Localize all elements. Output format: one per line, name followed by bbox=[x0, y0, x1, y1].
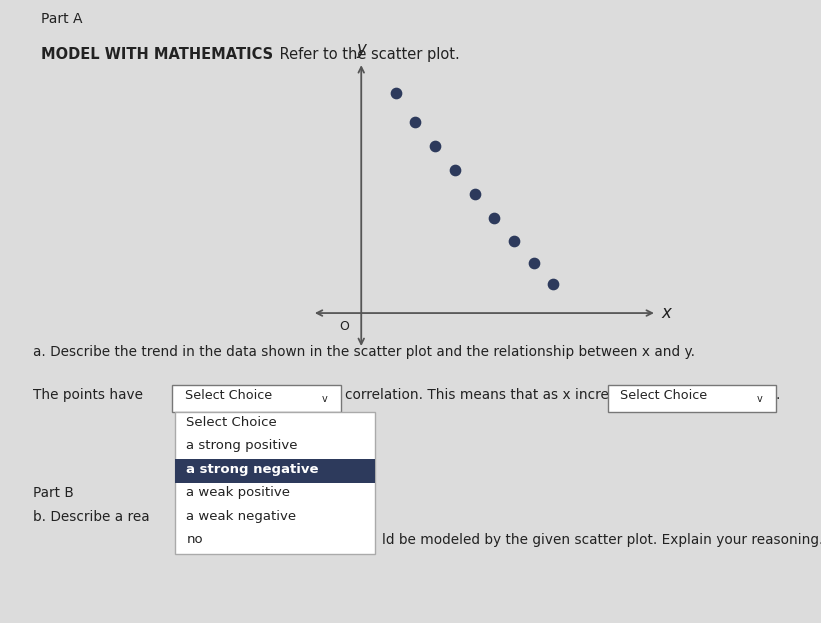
Text: a. Describe the trend in the data shown in the scatter plot and the relationship: a. Describe the trend in the data shown … bbox=[33, 345, 695, 359]
FancyBboxPatch shape bbox=[175, 412, 375, 554]
Text: Select Choice: Select Choice bbox=[185, 389, 272, 402]
Point bbox=[468, 189, 481, 199]
Text: .: . bbox=[776, 388, 780, 402]
Text: ld be modeled by the given scatter plot. Explain your reasoning.: ld be modeled by the given scatter plot.… bbox=[382, 533, 821, 547]
Text: Part A: Part A bbox=[41, 12, 83, 26]
Text: The points have: The points have bbox=[33, 388, 143, 402]
Text: Refer to the scatter plot.: Refer to the scatter plot. bbox=[275, 47, 460, 62]
Text: b. Describe a rea: b. Describe a rea bbox=[33, 510, 149, 524]
Text: a weak positive: a weak positive bbox=[186, 487, 291, 499]
Point bbox=[389, 88, 402, 98]
Text: v: v bbox=[321, 394, 328, 404]
Point bbox=[429, 141, 442, 151]
Text: Select Choice: Select Choice bbox=[186, 416, 277, 429]
Point bbox=[507, 237, 521, 247]
FancyBboxPatch shape bbox=[172, 385, 341, 412]
Point bbox=[527, 258, 540, 268]
Text: a strong positive: a strong positive bbox=[186, 439, 298, 452]
Text: correlation. This means that as x increases, y: correlation. This means that as x increa… bbox=[345, 388, 657, 402]
Text: MODEL WITH MATHEMATICS: MODEL WITH MATHEMATICS bbox=[41, 47, 273, 62]
Text: no: no bbox=[186, 533, 203, 546]
FancyBboxPatch shape bbox=[608, 385, 776, 412]
Text: v: v bbox=[756, 394, 763, 404]
Point bbox=[488, 212, 501, 222]
Point bbox=[547, 279, 560, 289]
Point bbox=[409, 117, 422, 127]
Point bbox=[448, 164, 461, 174]
Text: Part B: Part B bbox=[33, 487, 74, 500]
Text: x: x bbox=[662, 304, 672, 322]
Text: a strong negative: a strong negative bbox=[186, 463, 319, 476]
FancyBboxPatch shape bbox=[175, 459, 375, 483]
Text: a weak negative: a weak negative bbox=[186, 510, 296, 523]
Text: Select Choice: Select Choice bbox=[620, 389, 707, 402]
Text: O: O bbox=[340, 320, 350, 333]
Text: y: y bbox=[356, 39, 366, 57]
